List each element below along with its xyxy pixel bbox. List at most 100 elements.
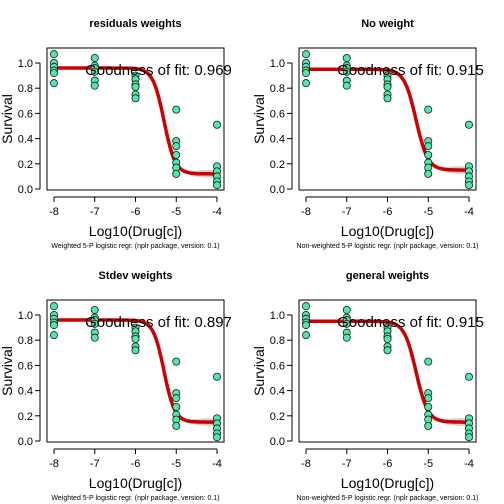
data-point xyxy=(50,50,59,59)
data-point xyxy=(383,82,392,91)
data-point xyxy=(50,321,59,330)
x-tick-label: -8 xyxy=(49,206,59,218)
y-tick-label: 0.6 xyxy=(270,360,285,372)
data-point xyxy=(383,334,392,343)
x-tick-label: -4 xyxy=(464,206,474,218)
data-point xyxy=(301,50,310,59)
chart-panel: general weights Goodness of fit: 0.915 -8 -… xyxy=(251,270,484,502)
y-axis-label: Survival xyxy=(0,94,15,144)
plot-frame xyxy=(298,47,477,191)
data-point xyxy=(172,142,181,151)
x-tick-label: -6 xyxy=(131,206,141,218)
data-point xyxy=(131,334,140,343)
data-point xyxy=(172,150,181,159)
plot-frame xyxy=(46,299,225,443)
data-point xyxy=(50,69,59,78)
data-point xyxy=(172,421,181,430)
data-point xyxy=(172,105,181,114)
y-axis-label: Survival xyxy=(251,346,267,396)
x-tick-label: -7 xyxy=(90,458,100,470)
goodness-of-fit: Goodness of fit: 0.915 xyxy=(337,314,484,331)
data-point xyxy=(342,305,351,314)
x-tick-label: -8 xyxy=(49,458,59,470)
y-tick-label: 0.8 xyxy=(18,83,33,95)
data-point xyxy=(212,372,221,381)
y-tick-label: 1.0 xyxy=(18,58,33,70)
fit-curve xyxy=(52,318,219,424)
x-axis-label: Log10(Drug[c]) xyxy=(89,223,182,239)
data-point xyxy=(464,120,473,129)
data-point xyxy=(172,169,181,178)
data-point xyxy=(383,94,392,103)
data-point xyxy=(424,394,433,403)
plot-frame xyxy=(46,47,225,191)
y-tick-label: 0.4 xyxy=(270,386,285,398)
footnote: Weighted 5-P logistic regr. (nplr packag… xyxy=(51,243,219,250)
data-point xyxy=(301,302,310,311)
fit-curve xyxy=(304,67,471,172)
y-tick-label: 0.6 xyxy=(270,108,285,120)
data-point xyxy=(172,357,181,366)
y-tick-label: 0.4 xyxy=(270,134,285,146)
x-axis-label: Log10(Drug[c]) xyxy=(341,475,434,491)
footnote: Weighted 5-P logistic regr. (nplr packag… xyxy=(51,495,219,502)
data-point xyxy=(90,319,99,328)
data-point xyxy=(424,421,433,430)
data-point xyxy=(212,433,221,442)
footnote: Non-weighted 5-P logistic regr. (nplr pa… xyxy=(297,243,479,250)
data-point xyxy=(90,81,99,90)
data-point xyxy=(301,79,310,88)
data-point xyxy=(424,402,433,411)
y-tick-label: 0.8 xyxy=(270,335,285,347)
x-tick-label: -5 xyxy=(423,458,433,470)
y-tick-label: 0.6 xyxy=(18,360,33,372)
y-tick-label: 0.0 xyxy=(18,436,33,448)
x-tick-label: -5 xyxy=(171,206,181,218)
data-point xyxy=(212,181,221,190)
data-point xyxy=(90,333,99,342)
data-point xyxy=(342,53,351,62)
x-tick-label: -5 xyxy=(423,206,433,218)
y-tick-label: 0.4 xyxy=(18,386,33,398)
data-point xyxy=(464,433,473,442)
x-tick-label: -7 xyxy=(342,458,352,470)
data-point xyxy=(342,333,351,342)
x-tick-label: -7 xyxy=(90,206,100,218)
chart-panel: No weight Goodness of fit: 0.915 -8 -7 -6 -5 -… xyxy=(251,18,484,250)
x-tick-label: -4 xyxy=(464,458,474,470)
y-tick-label: 0.6 xyxy=(18,108,33,120)
data-point xyxy=(301,69,310,78)
data-point xyxy=(172,394,181,403)
data-point xyxy=(131,346,140,355)
goodness-of-fit: Goodness of fit: 0.897 xyxy=(85,314,232,331)
y-tick-label: 0.0 xyxy=(270,436,285,448)
data-point xyxy=(131,94,140,103)
footnote: Non-weighted 5-P logistic regr. (nplr pa… xyxy=(297,495,479,502)
x-tick-label: -6 xyxy=(383,206,393,218)
data-point xyxy=(424,105,433,114)
plot-frame xyxy=(298,299,477,443)
y-tick-label: 0.8 xyxy=(270,83,285,95)
x-tick-label: -6 xyxy=(383,458,393,470)
data-point xyxy=(424,150,433,159)
y-tick-label: 0.2 xyxy=(18,411,33,423)
y-tick-label: 0.0 xyxy=(18,184,33,196)
data-point xyxy=(212,120,221,129)
data-point xyxy=(90,53,99,62)
data-point xyxy=(301,331,310,340)
y-tick-label: 0.2 xyxy=(18,159,33,171)
data-point xyxy=(172,402,181,411)
chart-panel: residuals weights Goodness of fit: 0.969 -… xyxy=(0,18,232,250)
data-point xyxy=(90,67,99,76)
goodness-of-fit: Goodness of fit: 0.969 xyxy=(85,62,232,79)
panel-title: general weights xyxy=(346,270,429,282)
panel-title: Stdev weights xyxy=(99,270,173,282)
data-point xyxy=(424,169,433,178)
x-tick-label: -5 xyxy=(171,458,181,470)
data-point xyxy=(131,82,140,91)
y-tick-label: 1.0 xyxy=(270,58,285,70)
x-tick-label: -6 xyxy=(131,458,141,470)
y-tick-label: 0.4 xyxy=(18,134,33,146)
data-point xyxy=(342,67,351,76)
